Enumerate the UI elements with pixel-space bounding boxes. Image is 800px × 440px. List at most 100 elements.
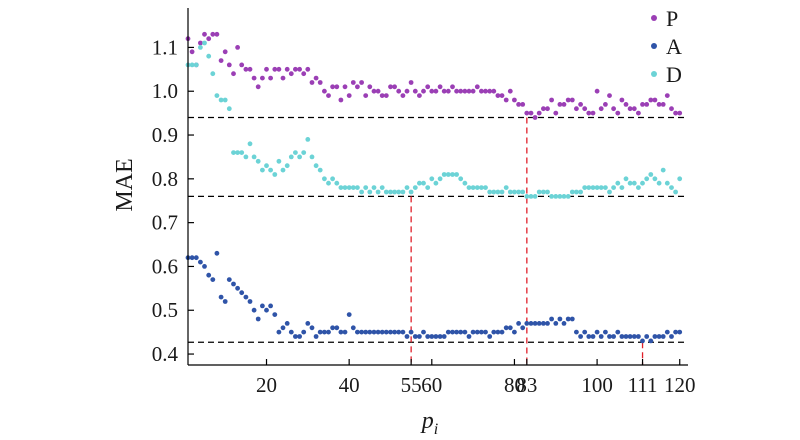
- point-a-11: [226, 277, 232, 282]
- point-a-59: [425, 334, 431, 339]
- point-a-28: [297, 334, 302, 339]
- point-p-7: [210, 31, 216, 37]
- point-d-118: [669, 185, 674, 191]
- point-p-35: [326, 93, 331, 98]
- point-a-58: [421, 329, 426, 335]
- point-a-120: [677, 329, 683, 335]
- y-tick-label: 0.7: [152, 211, 178, 235]
- point-d-55: [408, 189, 414, 195]
- x-axis-label-main: p: [420, 408, 434, 434]
- point-p-73: [483, 88, 488, 94]
- point-p-39: [342, 84, 348, 90]
- point-a-69: [466, 334, 472, 339]
- point-d-103: [607, 189, 612, 195]
- point-d-20: [264, 163, 269, 169]
- point-p-12: [231, 71, 236, 77]
- point-d-26: [288, 154, 294, 160]
- point-a-16: [247, 299, 253, 304]
- point-p-77: [499, 93, 505, 98]
- legend: PAD: [651, 6, 682, 87]
- point-p-26: [288, 71, 294, 77]
- point-d-30: [305, 137, 311, 142]
- point-p-120: [677, 110, 683, 116]
- point-p-117: [664, 93, 670, 98]
- point-a-74: [487, 334, 493, 339]
- y-tick-label: 0.4: [152, 342, 179, 366]
- point-p-53: [400, 93, 406, 98]
- point-d-42: [355, 185, 360, 191]
- point-a-32: [313, 334, 319, 339]
- point-p-42: [355, 84, 360, 90]
- point-d-67: [458, 176, 464, 182]
- point-a-78: [503, 325, 509, 331]
- point-d-22: [272, 172, 278, 177]
- x-tick-label: 20: [256, 373, 277, 397]
- point-d-83: [524, 194, 530, 199]
- point-p-119: [673, 110, 678, 116]
- point-d-117: [664, 180, 670, 186]
- point-a-54: [404, 334, 410, 339]
- y-axis-label: MAE: [112, 158, 138, 211]
- point-a-82: [520, 325, 526, 331]
- point-a-113: [648, 338, 654, 344]
- point-p-6: [206, 36, 212, 42]
- point-p-56: [412, 88, 418, 94]
- point-p-88: [545, 106, 550, 112]
- point-a-23: [276, 329, 282, 335]
- point-d-57: [417, 180, 422, 186]
- point-d-2: [189, 62, 195, 68]
- point-d-111: [640, 180, 645, 186]
- point-d-15: [243, 154, 249, 160]
- point-d-38: [338, 185, 344, 191]
- axes: [187, 8, 688, 366]
- point-d-91: [557, 194, 563, 199]
- y-tick-label: 1.0: [152, 79, 178, 103]
- point-a-18: [255, 316, 261, 322]
- point-d-32: [313, 163, 319, 169]
- point-a-99: [590, 334, 596, 339]
- point-a-2: [189, 255, 195, 261]
- point-d-48: [379, 185, 385, 191]
- point-a-17: [251, 307, 257, 313]
- point-d-19: [260, 167, 265, 173]
- point-d-27: [293, 150, 298, 156]
- point-d-18: [255, 158, 261, 164]
- point-a-61: [433, 334, 439, 339]
- point-d-13: [235, 150, 241, 156]
- point-a-88: [545, 321, 550, 326]
- point-a-36: [330, 325, 335, 331]
- point-p-95: [574, 106, 579, 112]
- point-d-33: [317, 167, 323, 173]
- x-axis-label: pi: [420, 408, 438, 438]
- point-p-32: [313, 75, 319, 81]
- point-d-36: [330, 176, 335, 182]
- point-p-30: [305, 66, 311, 72]
- point-a-51: [392, 329, 397, 335]
- point-a-111: [640, 338, 645, 344]
- point-a-81: [516, 321, 521, 326]
- point-p-71: [474, 84, 480, 90]
- point-p-101: [598, 106, 604, 112]
- point-p-68: [462, 88, 468, 94]
- point-a-55: [408, 329, 414, 335]
- point-d-3: [193, 62, 199, 68]
- point-a-25: [284, 321, 290, 326]
- point-a-5: [202, 264, 207, 269]
- point-a-96: [578, 334, 583, 339]
- point-p-15: [243, 66, 249, 72]
- point-p-63: [441, 88, 447, 94]
- point-d-71: [474, 185, 480, 191]
- point-d-53: [400, 189, 406, 195]
- point-p-103: [607, 93, 612, 98]
- point-a-115: [656, 334, 662, 339]
- point-d-49: [383, 189, 389, 195]
- point-a-21: [268, 303, 273, 309]
- point-a-106: [619, 334, 625, 339]
- point-p-76: [495, 93, 501, 98]
- point-d-110: [636, 185, 641, 191]
- point-d-97: [582, 185, 588, 191]
- point-d-60: [429, 176, 435, 182]
- point-p-110: [636, 110, 641, 116]
- point-p-13: [235, 45, 241, 50]
- point-d-46: [371, 185, 377, 191]
